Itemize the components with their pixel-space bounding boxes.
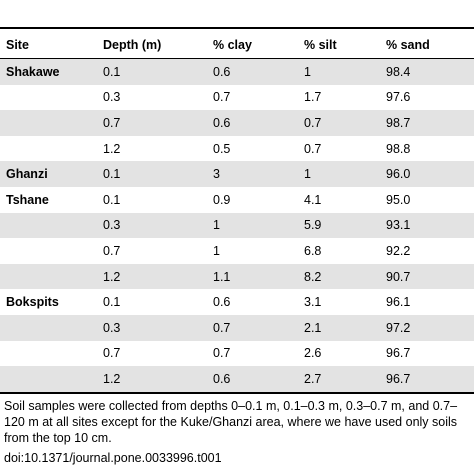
cell-sand: 97.6 [386, 90, 411, 105]
cell-silt: 6.8 [304, 243, 322, 258]
cell-sand: 96.7 [386, 366, 474, 392]
cell-silt: 2.7 [304, 366, 386, 392]
cell-clay: 0.6 [213, 110, 304, 136]
cell-site [0, 110, 103, 136]
header-silt: % silt [304, 31, 386, 59]
cell-depth: 0.1 [103, 192, 121, 207]
cell-sand: 98.8 [386, 141, 411, 156]
table-top-rule [0, 27, 474, 29]
cell-sand: 96.0 [386, 161, 474, 187]
header-sand: % sand [386, 31, 474, 59]
table-footnote: Soil samples were collected from depths … [4, 399, 458, 445]
cell-clay: 1 [213, 212, 304, 239]
cell-silt: 1 [304, 161, 386, 187]
cell-sand: 90.7 [386, 263, 474, 290]
cell-clay: 0.7 [213, 90, 231, 105]
cell-silt: 0.7 [304, 141, 322, 156]
cell-depth: 1.2 [103, 366, 213, 392]
cell-clay: 1 [213, 243, 220, 258]
cell-depth: 0.1 [103, 161, 213, 187]
cell-silt: 2.1 [304, 314, 386, 341]
cell-silt: 2.6 [304, 346, 322, 361]
cell-silt: 3.1 [304, 295, 322, 310]
cell-clay: 3 [213, 161, 304, 187]
cell-silt: 1 [304, 58, 386, 85]
header-clay: % clay [213, 31, 304, 59]
cell-sand: 98.4 [386, 58, 474, 85]
table-row: 0.3 0.7 1.7 97.6 [0, 85, 474, 111]
cell-site [0, 238, 103, 264]
table-row: 0.7 0.6 0.7 98.7 [0, 110, 474, 136]
cell-site: Bokspits [6, 295, 59, 310]
cell-site: Shakawe [0, 58, 103, 85]
cell-depth: 0.7 [103, 110, 213, 136]
cell-depth: 0.3 [103, 314, 213, 341]
cell-depth: 0.1 [103, 58, 213, 85]
table-row: 1.2 0.5 0.7 98.8 [0, 136, 474, 162]
cell-site [0, 341, 103, 367]
cell-silt: 0.7 [304, 110, 386, 136]
header-site: Site [0, 31, 103, 59]
cell-depth: 0.7 [103, 243, 121, 258]
cell-clay: 0.6 [213, 366, 304, 392]
cell-site: Ghanzi [0, 161, 103, 187]
cell-silt: 4.1 [304, 192, 322, 207]
cell-depth: 1.2 [103, 263, 213, 290]
table-row: Shakawe 0.1 0.6 1 98.4 [0, 58, 474, 85]
table-row: 0.7 0.7 2.6 96.7 [0, 341, 474, 367]
cell-clay: 0.6 [213, 295, 231, 310]
cell-depth: 0.7 [103, 346, 121, 361]
cell-sand: 96.7 [386, 346, 411, 361]
cell-site [0, 366, 103, 392]
cell-depth: 1.2 [103, 141, 121, 156]
cell-clay: 1.1 [213, 263, 304, 290]
table-row: Ghanzi 0.1 3 1 96.0 [0, 161, 474, 187]
cell-site [0, 314, 103, 341]
table-bottom-rule [0, 392, 474, 394]
header-row: Site Depth (m) % clay % silt % sand [0, 31, 474, 59]
table-row: 1.2 1.1 8.2 90.7 [0, 263, 474, 290]
cell-site [0, 212, 103, 239]
cell-silt: 8.2 [304, 263, 386, 290]
cell-clay: 0.6 [213, 58, 304, 85]
cell-sand: 95.0 [386, 192, 411, 207]
soil-texture-table: Site Depth (m) % clay % silt % sand Shak… [0, 31, 474, 392]
cell-sand: 96.1 [386, 295, 411, 310]
table-row: 1.2 0.6 2.7 96.7 [0, 366, 474, 392]
cell-depth: 0.1 [103, 295, 121, 310]
table-row: 0.3 1 5.9 93.1 [0, 212, 474, 239]
cell-site [0, 263, 103, 290]
cell-site: Tshane [6, 192, 49, 207]
cell-sand: 92.2 [386, 243, 411, 258]
cell-site [0, 136, 103, 162]
cell-sand: 93.1 [386, 212, 474, 239]
cell-clay: 0.7 [213, 314, 304, 341]
table-row: 0.7 1 6.8 92.2 [0, 238, 474, 264]
cell-sand: 97.2 [386, 314, 474, 341]
cell-silt: 1.7 [304, 90, 322, 105]
doi-link[interactable]: doi:10.1371/journal.pone.0033996.t001 [4, 451, 222, 465]
cell-clay: 0.7 [213, 346, 231, 361]
table-row: Tshane 0.1 0.9 4.1 95.0 [0, 187, 474, 213]
table-row: Bokspits 0.1 0.6 3.1 96.1 [0, 289, 474, 315]
cell-clay: 0.9 [213, 192, 231, 207]
cell-sand: 98.7 [386, 110, 474, 136]
header-depth: Depth (m) [103, 31, 213, 59]
cell-silt: 5.9 [304, 212, 386, 239]
cell-clay: 0.5 [213, 141, 231, 156]
cell-depth: 0.3 [103, 212, 213, 239]
cell-depth: 0.3 [103, 90, 121, 105]
cell-site [0, 85, 103, 111]
table-row: 0.3 0.7 2.1 97.2 [0, 314, 474, 341]
